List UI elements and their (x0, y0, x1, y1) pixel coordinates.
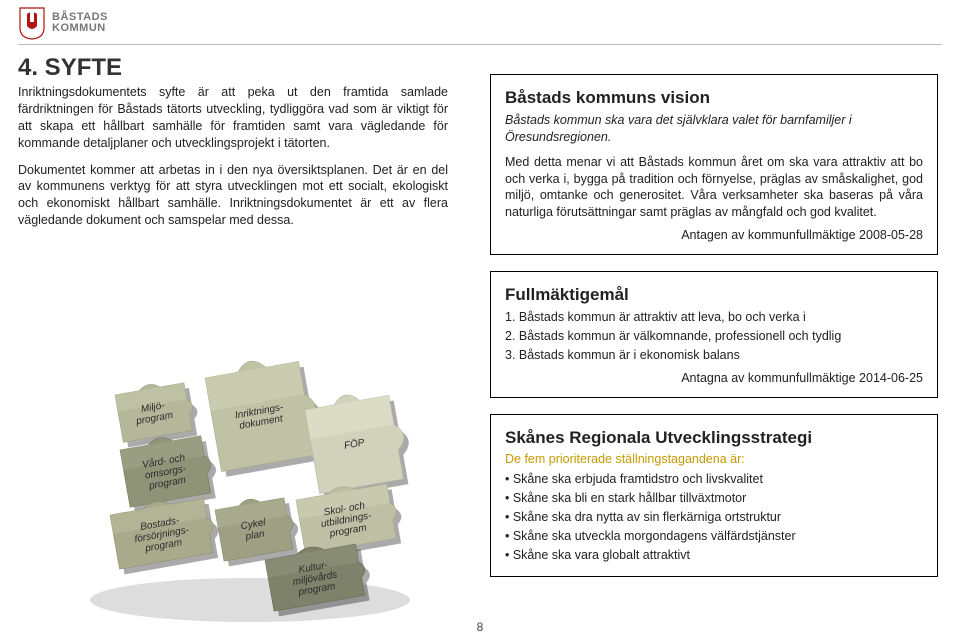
vision-box: Båstads kommuns vision Båstads kommun sk… (490, 74, 938, 255)
left-column: Inriktningsdokumentets syfte är att peka… (18, 84, 448, 229)
vision-title: Båstads kommuns vision (505, 87, 923, 110)
puzzle-piece: Bostads-försörjnings-program (109, 492, 223, 575)
section-title: 4. SYFTE (18, 54, 122, 82)
right-column: Båstads kommuns vision Båstads kommun sk… (490, 74, 938, 577)
goals-footer: Antagna av kommunfullmäktige 2014-06-25 (505, 370, 923, 387)
page-number: 8 (0, 620, 960, 634)
vision-lead: Båstads kommun ska vara det självklara v… (505, 112, 923, 146)
strategy-item: • Skåne ska erbjuda framtidstro och livs… (505, 471, 923, 488)
puzzle-piece: Miljö-program (114, 377, 201, 448)
goals-item: 1. Båstads kommun är attraktiv att leva,… (505, 309, 923, 326)
intro-paragraph-2: Dokumentet kommer att arbetas in i den n… (18, 162, 448, 230)
intro-paragraph-1: Inriktningsdokumentets syfte är att peka… (18, 84, 448, 152)
strategy-sub: De fem prioriterade ställningstagandena … (505, 451, 923, 468)
strategy-title: Skånes Regionala Utvecklingsstrategi (505, 427, 923, 450)
header-rule (18, 44, 942, 45)
goals-item: 2. Båstads kommun är välkomnande, profes… (505, 328, 923, 345)
municipality-logo-icon (18, 6, 46, 40)
header: BÅSTADS KOMMUN (18, 6, 108, 40)
strategy-item: • Skåne ska dra nytta av sin flerkärniga… (505, 509, 923, 526)
puzzle-diagram: Miljö-programVård- ochomsorgs-programBos… (60, 300, 430, 600)
vision-body: Med detta menar vi att Båstads kommun år… (505, 154, 923, 222)
strategy-item: • Skåne ska utveckla morgondagens välfär… (505, 528, 923, 545)
goals-list: 1. Båstads kommun är attraktiv att leva,… (505, 309, 923, 364)
goals-title: Fullmäktigemål (505, 284, 923, 307)
puzzle-piece: FÖP (304, 386, 416, 500)
municipality-name: BÅSTADS KOMMUN (52, 12, 108, 34)
strategy-list: • Skåne ska erbjuda framtidstro och livs… (505, 471, 923, 563)
muni-line2: KOMMUN (52, 23, 108, 34)
goals-item: 3. Båstads kommun är i ekonomisk balans (505, 347, 923, 364)
strategy-item: • Skåne ska vara globalt attraktivt (505, 547, 923, 564)
goals-box: Fullmäktigemål 1. Båstads kommun är attr… (490, 271, 938, 397)
strategy-item: • Skåne ska bli en stark hållbar tillväx… (505, 490, 923, 507)
strategy-box: Skånes Regionala Utvecklingsstrategi De … (490, 414, 938, 577)
vision-footer: Antagen av kommunfullmäktige 2008-05-28 (505, 227, 923, 244)
